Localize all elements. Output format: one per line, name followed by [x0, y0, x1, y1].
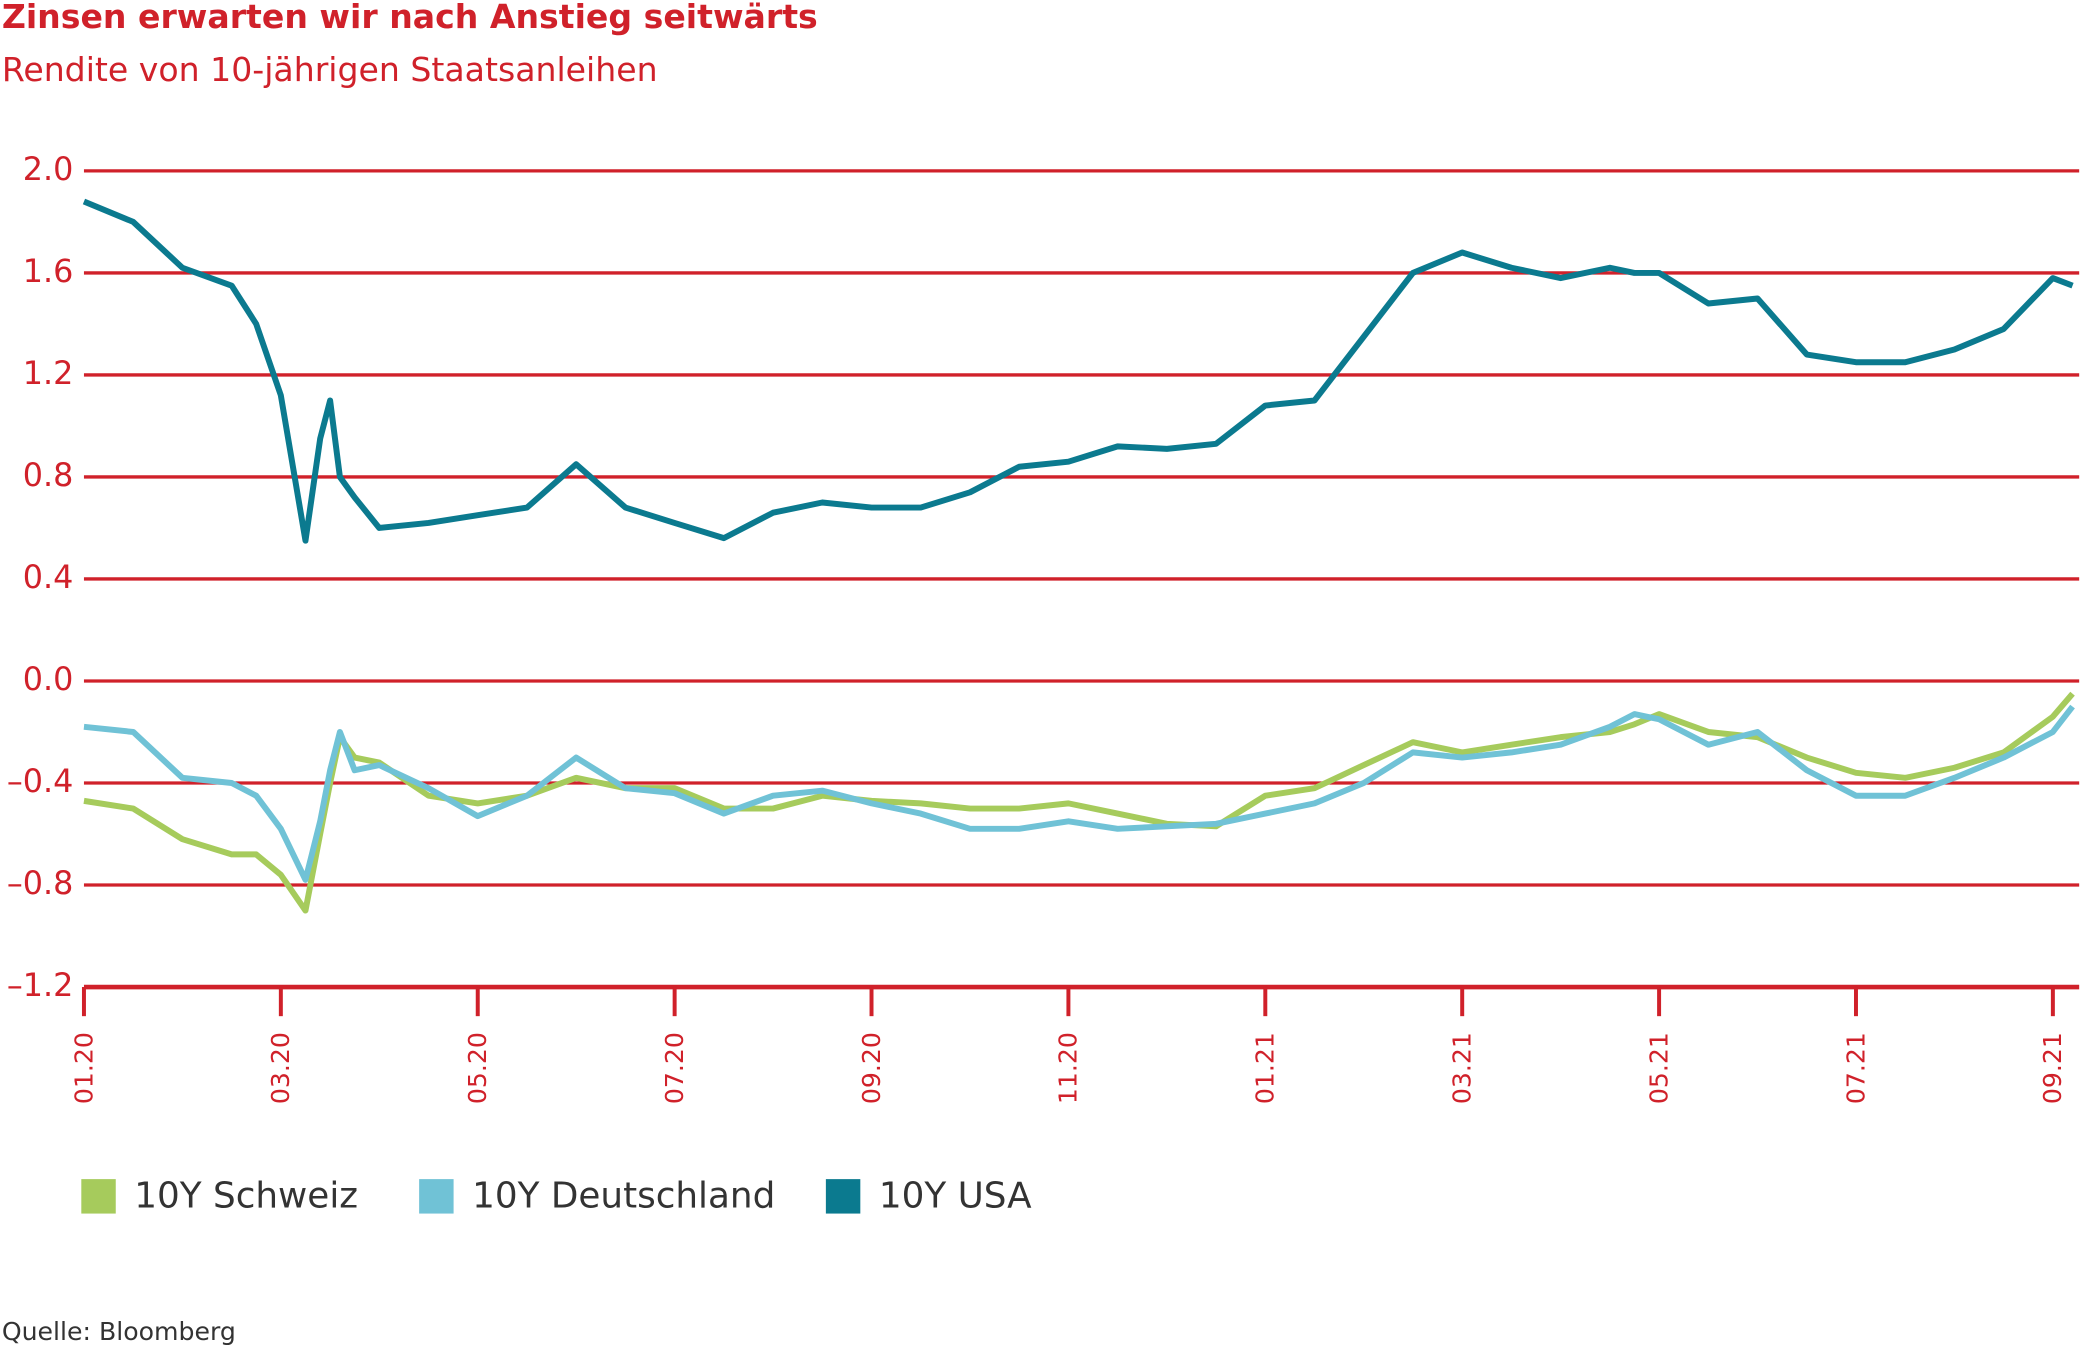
y-tick-label: –0.8: [7, 865, 73, 902]
y-tick-label: 2.0: [23, 151, 74, 188]
legend-label: 10Y Deutschland: [472, 1176, 775, 1217]
x-tick-label: 03.20: [266, 1032, 295, 1104]
legend-swatch: [419, 1179, 454, 1214]
series-line: [83, 691, 2075, 914]
x-tick-label: 07.20: [660, 1032, 689, 1104]
source-note: Quelle: Bloomberg: [2, 1317, 236, 1346]
series-line: [83, 704, 2075, 883]
legend-swatch: [81, 1179, 116, 1214]
x-tick-label: 01.20: [69, 1032, 98, 1104]
y-tick-label: –1.2: [7, 967, 73, 1004]
x-tick-label: 07.21: [1841, 1032, 1870, 1104]
x-tick-label: 03.21: [1448, 1032, 1477, 1104]
y-tick-label: 0.0: [23, 661, 74, 698]
x-tick-label: 01.21: [1251, 1032, 1280, 1104]
x-tick-label: 09.21: [2038, 1032, 2067, 1104]
series-line: [82, 198, 2074, 544]
x-tick-label: 05.21: [1644, 1032, 1673, 1104]
chart-subtitle: Rendite von 10-jährigen Staatsanleihen: [2, 50, 658, 89]
x-tick-label: 05.20: [463, 1032, 492, 1104]
y-tick-label: 0.4: [23, 559, 74, 596]
y-tick-label: 1.2: [23, 355, 74, 392]
legend-label: 10Y Schweiz: [134, 1176, 358, 1217]
legend-swatch: [825, 1179, 861, 1214]
y-tick-label: 1.6: [23, 253, 74, 290]
legend-label: 10Y USA: [879, 1176, 1032, 1217]
x-tick-label: 11.20: [1054, 1032, 1083, 1104]
y-tick-label: 0.8: [23, 457, 74, 494]
chart-title: Zinsen erwarten wir nach Anstieg seitwär…: [2, 0, 818, 36]
y-tick-label: –0.4: [7, 763, 73, 800]
x-tick-label: 09.20: [857, 1032, 886, 1104]
